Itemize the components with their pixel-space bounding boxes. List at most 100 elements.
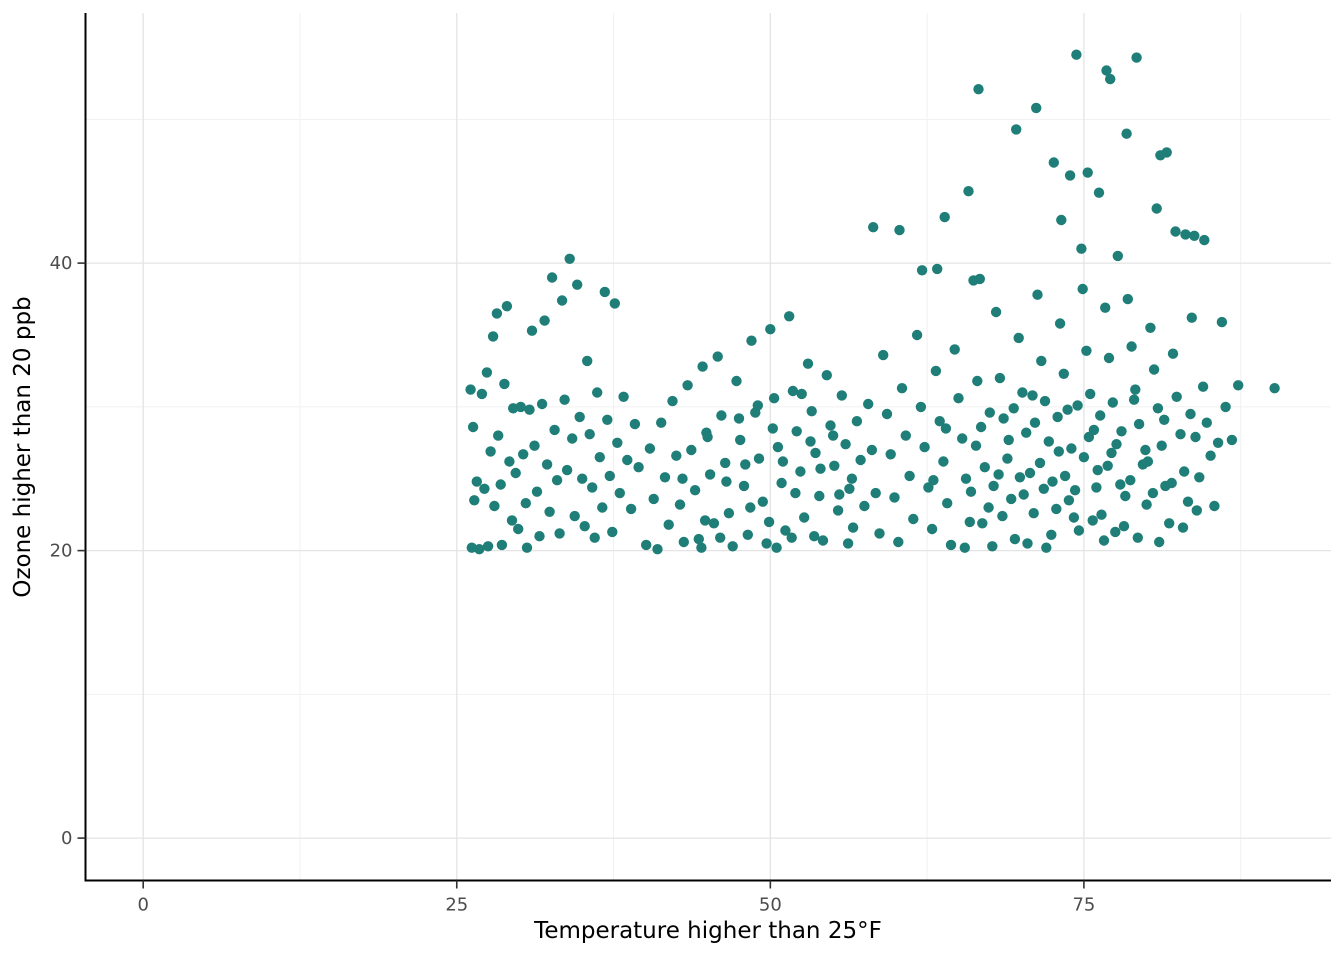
data-point	[721, 476, 732, 487]
data-point	[994, 372, 1006, 384]
data-point	[1171, 391, 1182, 402]
data-point	[1122, 293, 1134, 305]
data-point	[829, 460, 840, 471]
data-point	[531, 486, 543, 497]
data-point	[569, 510, 580, 522]
data-point	[799, 512, 810, 523]
data-point	[840, 439, 851, 450]
data-point	[949, 344, 960, 355]
data-point	[678, 536, 689, 548]
data-point	[1159, 414, 1170, 425]
data-point	[1128, 394, 1140, 405]
data-point	[1014, 472, 1026, 483]
data-point	[686, 444, 697, 456]
data-point	[559, 394, 570, 405]
data-point	[633, 462, 644, 473]
data-points	[465, 49, 1280, 555]
data-point	[1078, 452, 1090, 463]
data-point	[671, 450, 682, 461]
y-tick-label: 20	[50, 541, 73, 562]
data-point	[716, 410, 727, 421]
data-point	[720, 457, 731, 469]
data-point	[1152, 403, 1164, 414]
data-point	[1161, 147, 1172, 158]
data-point	[735, 434, 746, 446]
data-point	[674, 499, 686, 510]
data-point	[582, 355, 593, 367]
data-point	[526, 325, 538, 336]
data-point	[1027, 390, 1038, 401]
data-point	[965, 486, 977, 497]
data-point	[641, 539, 652, 551]
data-point	[868, 222, 879, 233]
data-point	[1046, 529, 1057, 540]
data-point	[663, 519, 674, 530]
data-point	[1201, 417, 1213, 428]
data-point	[911, 329, 923, 341]
data-point	[904, 470, 915, 482]
data-point	[738, 480, 750, 492]
data-point	[1091, 482, 1102, 493]
data-point	[859, 500, 870, 512]
data-point	[521, 542, 533, 553]
data-point	[1110, 526, 1121, 538]
data-point	[1205, 450, 1216, 461]
data-point	[742, 529, 753, 540]
data-point	[1095, 410, 1106, 421]
data-point	[908, 513, 919, 525]
data-point	[715, 532, 726, 543]
axis-lines	[84, 13, 1331, 882]
data-point	[1058, 368, 1070, 379]
data-point	[1216, 316, 1228, 328]
data-point	[1185, 408, 1196, 420]
data-point	[1083, 431, 1095, 443]
data-point	[939, 211, 950, 223]
data-point	[1048, 157, 1060, 168]
data-point	[524, 404, 535, 415]
data-point	[1220, 401, 1231, 413]
x-tick-label: 25	[445, 895, 468, 916]
x-tick-label: 75	[1072, 895, 1095, 916]
data-point	[612, 437, 623, 448]
data-point	[1071, 49, 1082, 60]
data-point	[1102, 460, 1113, 471]
data-point	[938, 456, 949, 467]
data-point	[757, 496, 768, 507]
data-point	[790, 487, 801, 499]
data-point	[997, 510, 1008, 522]
data-point	[1022, 538, 1033, 549]
data-point	[953, 393, 964, 404]
data-point	[900, 430, 911, 441]
data-point	[1077, 283, 1088, 295]
data-point	[1126, 341, 1137, 352]
data-point	[697, 361, 708, 372]
data-point	[1148, 364, 1160, 375]
data-point	[474, 544, 485, 555]
axis-ticks	[77, 262, 1085, 889]
data-point	[485, 446, 496, 457]
data-point	[574, 411, 585, 423]
data-point	[594, 452, 605, 463]
data-point	[1039, 395, 1051, 407]
data-point	[518, 449, 529, 460]
y-axis-title: Ozone higher than 20 ppb	[10, 296, 36, 597]
data-point	[784, 311, 795, 322]
data-point	[496, 539, 508, 551]
data-point	[622, 454, 633, 466]
data-point	[682, 380, 693, 391]
data-point	[567, 433, 578, 444]
data-point	[915, 401, 927, 413]
data-point	[928, 475, 939, 486]
data-point	[1013, 332, 1024, 344]
data-point	[708, 518, 720, 529]
data-point	[607, 526, 618, 538]
data-point	[1092, 464, 1103, 476]
data-point	[618, 391, 629, 402]
data-point	[504, 456, 515, 467]
data-point	[863, 398, 874, 410]
data-point	[1017, 387, 1028, 398]
data-point	[465, 384, 476, 395]
data-point	[1209, 500, 1220, 512]
data-point	[1191, 505, 1203, 516]
